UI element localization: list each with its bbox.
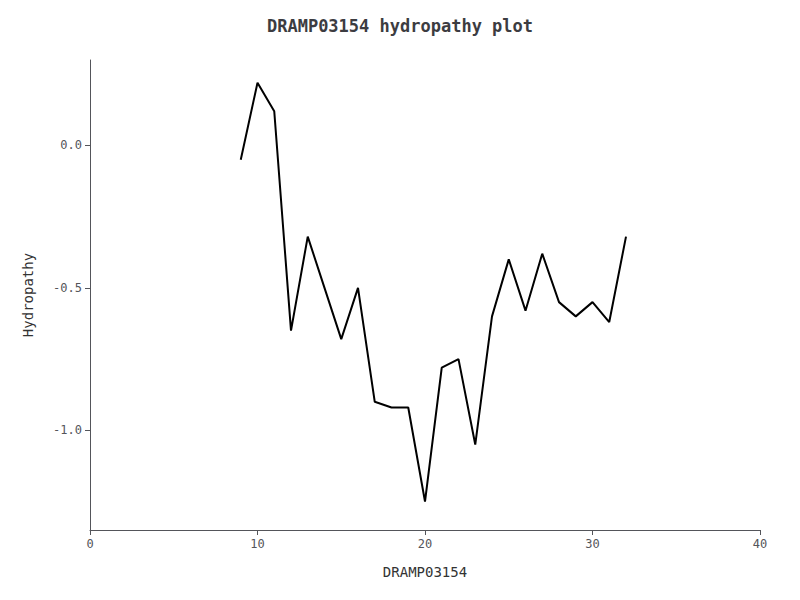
svg-text:DRAMP03154: DRAMP03154 (383, 564, 467, 580)
svg-text:20: 20 (418, 537, 432, 551)
svg-text:-1.0: -1.0 (53, 423, 82, 437)
svg-text:DRAMP03154 hydropathy plot: DRAMP03154 hydropathy plot (267, 16, 533, 36)
svg-text:0.0: 0.0 (60, 138, 82, 152)
svg-text:-0.5: -0.5 (53, 281, 82, 295)
svg-text:40: 40 (753, 537, 767, 551)
svg-text:0: 0 (86, 537, 93, 551)
svg-text:10: 10 (250, 537, 264, 551)
svg-text:Hydropathy: Hydropathy (20, 253, 36, 337)
svg-text:30: 30 (585, 537, 599, 551)
